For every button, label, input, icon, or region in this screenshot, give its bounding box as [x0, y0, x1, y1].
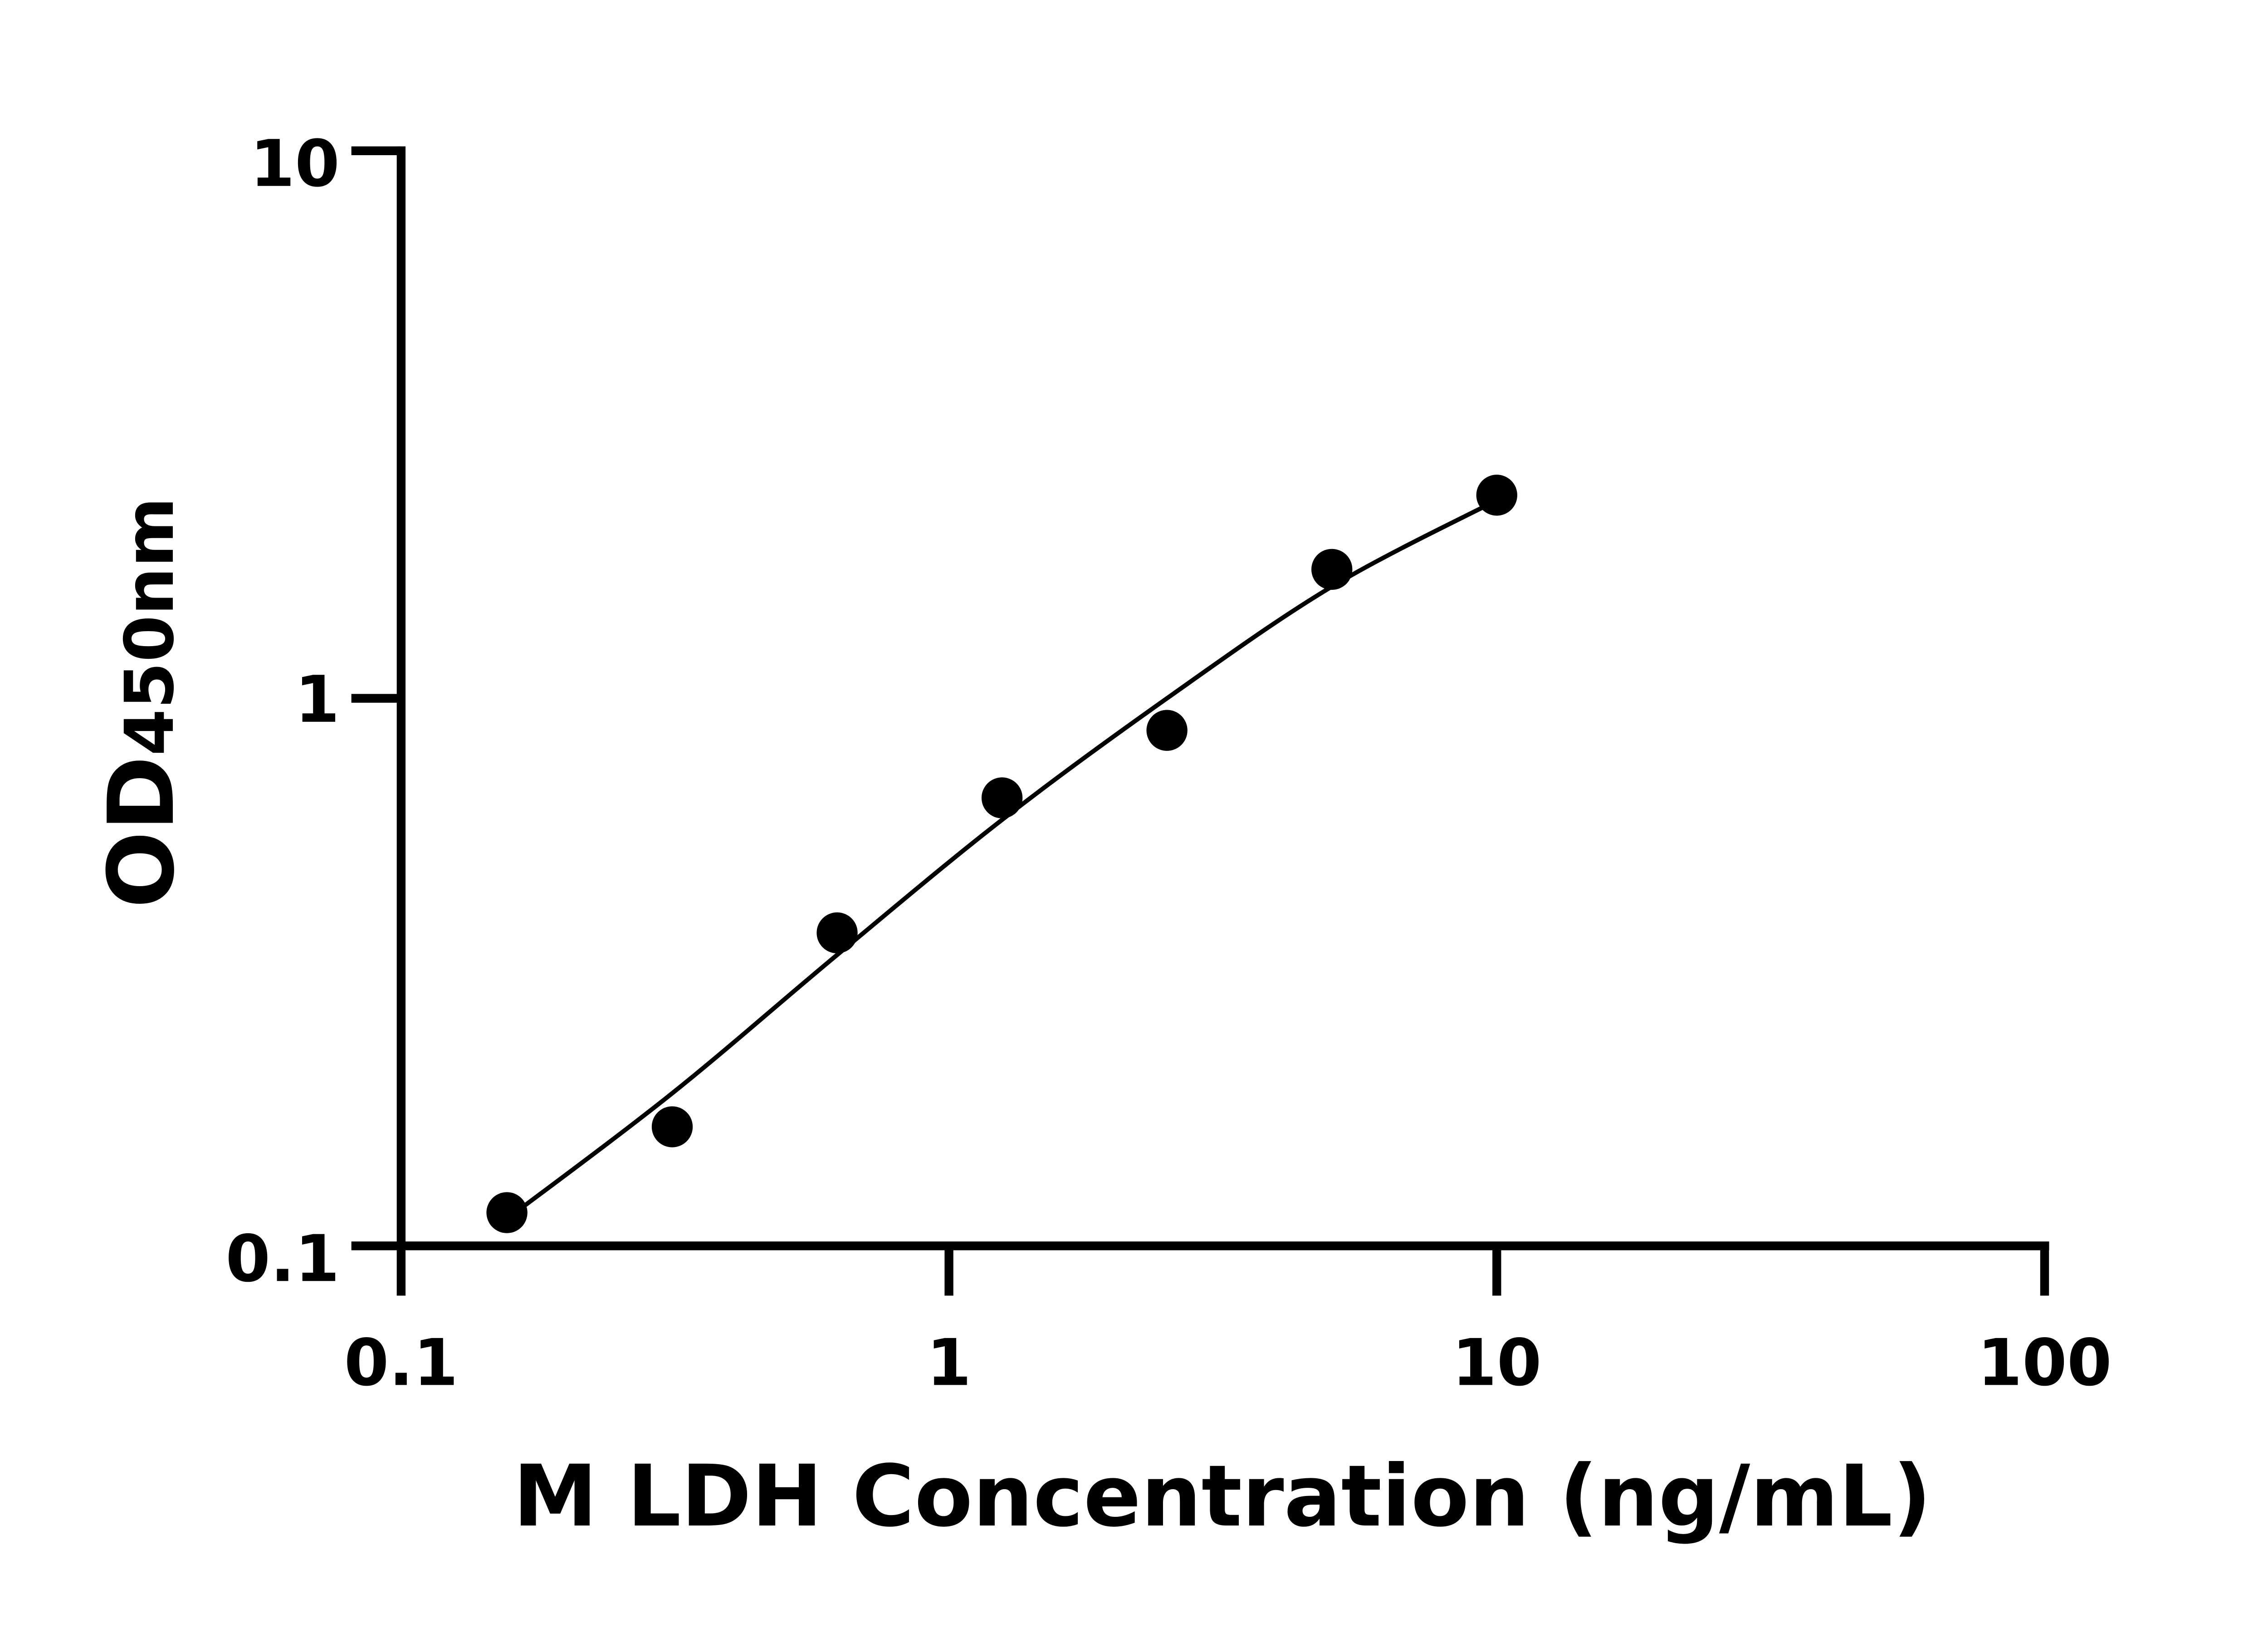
data-point [1476, 475, 1517, 516]
data-point [981, 777, 1023, 819]
data-point [1311, 549, 1353, 590]
y-tick-label: 0.1 [225, 1221, 339, 1296]
x-axis-label: M LDH Concentration (ng/mL) [513, 1447, 1931, 1546]
y-tick-label: 1 [295, 662, 340, 737]
x-tick-label: 0.1 [344, 1325, 459, 1400]
x-tick-label: 10 [1452, 1325, 1542, 1400]
y-axis-label-sub: 450nm [111, 497, 189, 756]
y-axis-label: OD450nm [89, 497, 195, 908]
y-axis-label-main: OD [89, 756, 195, 908]
data-point [486, 1192, 528, 1233]
axes [396, 146, 2049, 1250]
data-point [816, 912, 858, 954]
data-point [1146, 710, 1188, 751]
y-tick-label: 10 [250, 127, 340, 201]
x-tick-label: 1 [927, 1325, 972, 1400]
x-tick-label: 100 [1977, 1325, 2112, 1400]
fit-curve [505, 498, 1498, 1221]
data-point [651, 1106, 693, 1147]
